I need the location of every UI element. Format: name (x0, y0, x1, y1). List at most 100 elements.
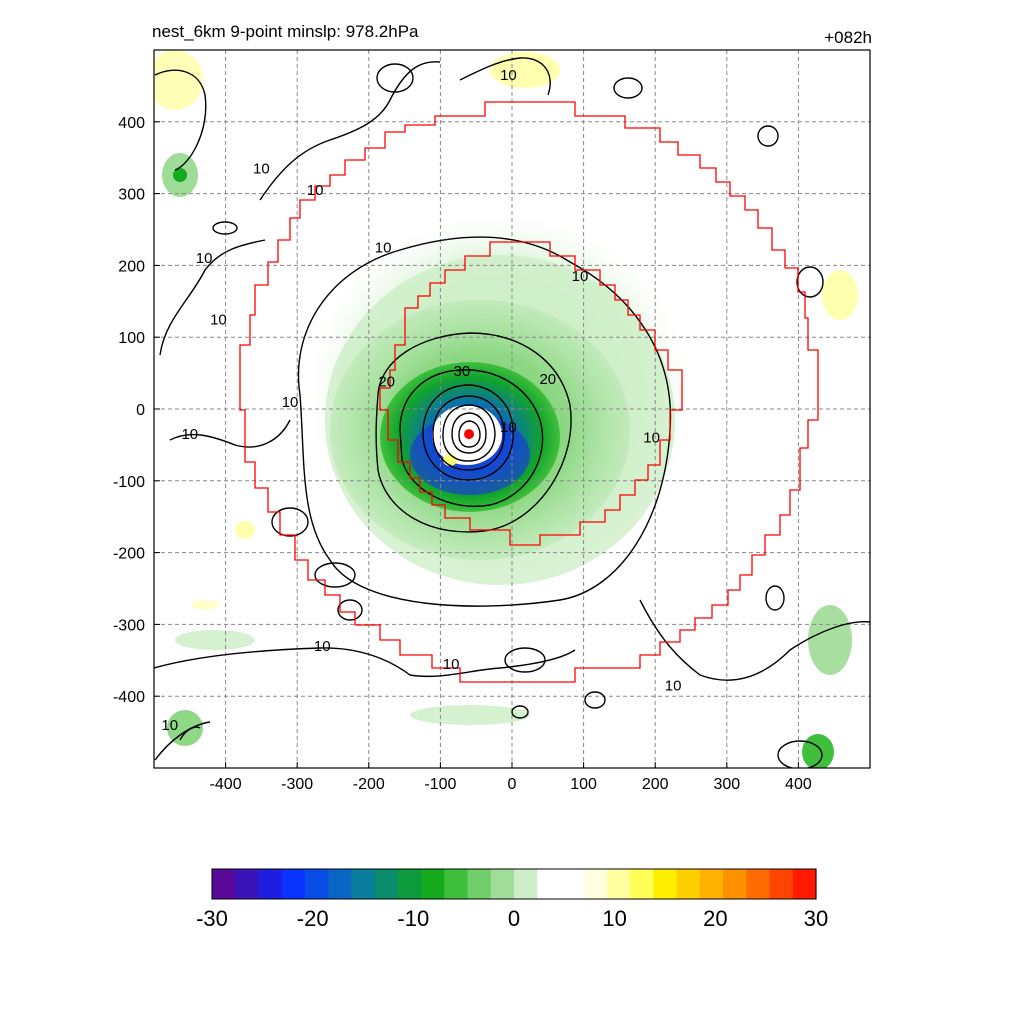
contour-labels: 10 10 10 10 10 10 10 10 10 10 30 20 20 10 10 10 10 10 (161, 67, 681, 734)
contour-label: 10 (500, 419, 517, 436)
y-tick-label: 300 (118, 187, 145, 204)
field-blob (175, 630, 255, 650)
colorbar-tick-label: -10 (397, 906, 429, 931)
colorbar-swatch (421, 869, 445, 899)
contour-label: 10 (210, 311, 227, 328)
contour-small (376, 63, 414, 93)
colorbar (211, 868, 817, 900)
colorbar-tick-label: -30 (196, 906, 228, 931)
y-tick-label: -400 (113, 689, 145, 706)
colorbar-swatch (235, 869, 260, 899)
nest-boundaries (239, 101, 819, 683)
colorbar-swatch (537, 869, 562, 899)
colorbar-swatch (630, 869, 654, 899)
contour-10-northwest (154, 61, 441, 201)
x-tick-label: -200 (353, 776, 385, 793)
forecast-hour: +082h (824, 28, 872, 47)
field-blob (154, 50, 203, 110)
contour-label: 10 (443, 656, 460, 673)
y-axis: -400 -300 -200 -100 0 100 200 300 400 (113, 115, 160, 706)
contour-label: 10 (314, 638, 331, 655)
field-blob (235, 521, 255, 539)
colorbar-swatch (653, 869, 678, 899)
y-tick-label: 0 (136, 402, 145, 419)
contour-small (511, 705, 529, 719)
contour-label: 10 (665, 677, 682, 694)
contour-10-main (297, 236, 672, 607)
contour-label: 20 (539, 371, 556, 388)
contour-label: 10 (161, 717, 178, 734)
colorbar-swatch (699, 869, 724, 899)
colorbar-swatch (560, 869, 585, 899)
contour-small (584, 691, 606, 709)
contour-label: 10 (196, 250, 213, 267)
colorbar-swatch (374, 869, 399, 899)
colorbar-swatch (676, 869, 701, 899)
x-tick-label: 0 (508, 776, 517, 793)
colorbar-swatch (328, 869, 352, 899)
contour-small (796, 266, 824, 298)
contour-core-1 (422, 384, 514, 481)
contour-10-north (459, 57, 551, 96)
contour-label: 10 (181, 426, 198, 443)
contour-label: 30 (454, 363, 471, 380)
y-tick-label: -100 (113, 474, 145, 491)
colorbar-frame (211, 868, 817, 900)
grid-lines (154, 50, 870, 768)
outer-nest-boundary (239, 101, 819, 683)
contour-20 (375, 332, 572, 533)
contour-label: 20 (378, 374, 395, 391)
contour-label: 10 (375, 239, 392, 256)
colorbar-tick-label: 0 (508, 906, 520, 931)
contour-small (212, 221, 238, 235)
contour-core-4 (451, 412, 487, 454)
contour-small (757, 125, 779, 147)
colorbar-swatch (467, 869, 492, 899)
field-blob (173, 168, 187, 182)
y-tick-label: 400 (118, 115, 145, 132)
contour-core-2 (432, 395, 505, 471)
contour-30 (399, 369, 544, 507)
colorbar-swatch (258, 869, 283, 899)
field-blob (802, 734, 834, 768)
contour-small (271, 507, 309, 537)
colorbar-swatch (490, 869, 515, 899)
contour-label: 10 (572, 268, 589, 285)
colorbar-swatch (397, 869, 422, 899)
contour-label: 10 (282, 394, 299, 411)
contour-lines (154, 57, 870, 768)
x-axis: -400 -300 -200 -100 0 100 200 300 400 (210, 762, 812, 793)
x-tick-label: 400 (785, 776, 812, 793)
colorbar-swatch (351, 869, 376, 899)
contour-small (337, 599, 363, 621)
contour-small (777, 740, 823, 768)
x-tick-label: 200 (642, 776, 669, 793)
contour-10-west (159, 239, 291, 448)
colorbar-swatch (444, 869, 469, 899)
contour-small (504, 647, 546, 673)
colorbar-tick-label: 30 (804, 906, 828, 931)
shaded-field (154, 50, 858, 768)
y-tick-label: 200 (118, 258, 145, 275)
colorbar-tick-label: 10 (602, 906, 626, 931)
x-tick-label: -100 (424, 776, 456, 793)
inner-nest-boundary (379, 241, 683, 546)
colorbar-swatch (281, 869, 306, 899)
y-tick-label: -200 (113, 546, 145, 563)
colorbar-tick-label: -20 (297, 906, 329, 931)
contour-label: 10 (500, 67, 517, 84)
colorbar-swatch (769, 869, 794, 899)
field-blob (167, 710, 203, 746)
contour-10-southeast (639, 599, 870, 681)
contour-label: 10 (307, 182, 324, 199)
x-tick-label: -300 (281, 776, 313, 793)
contour-small (765, 585, 785, 611)
contour-core-5 (458, 420, 481, 448)
x-tick-label: 300 (713, 776, 740, 793)
colorbar-swatch (606, 869, 631, 899)
colorbar-tick-label: 20 (703, 906, 727, 931)
contour-small (613, 77, 643, 99)
colorbar-swatch (723, 869, 747, 899)
colorbar-swatch (212, 869, 236, 899)
